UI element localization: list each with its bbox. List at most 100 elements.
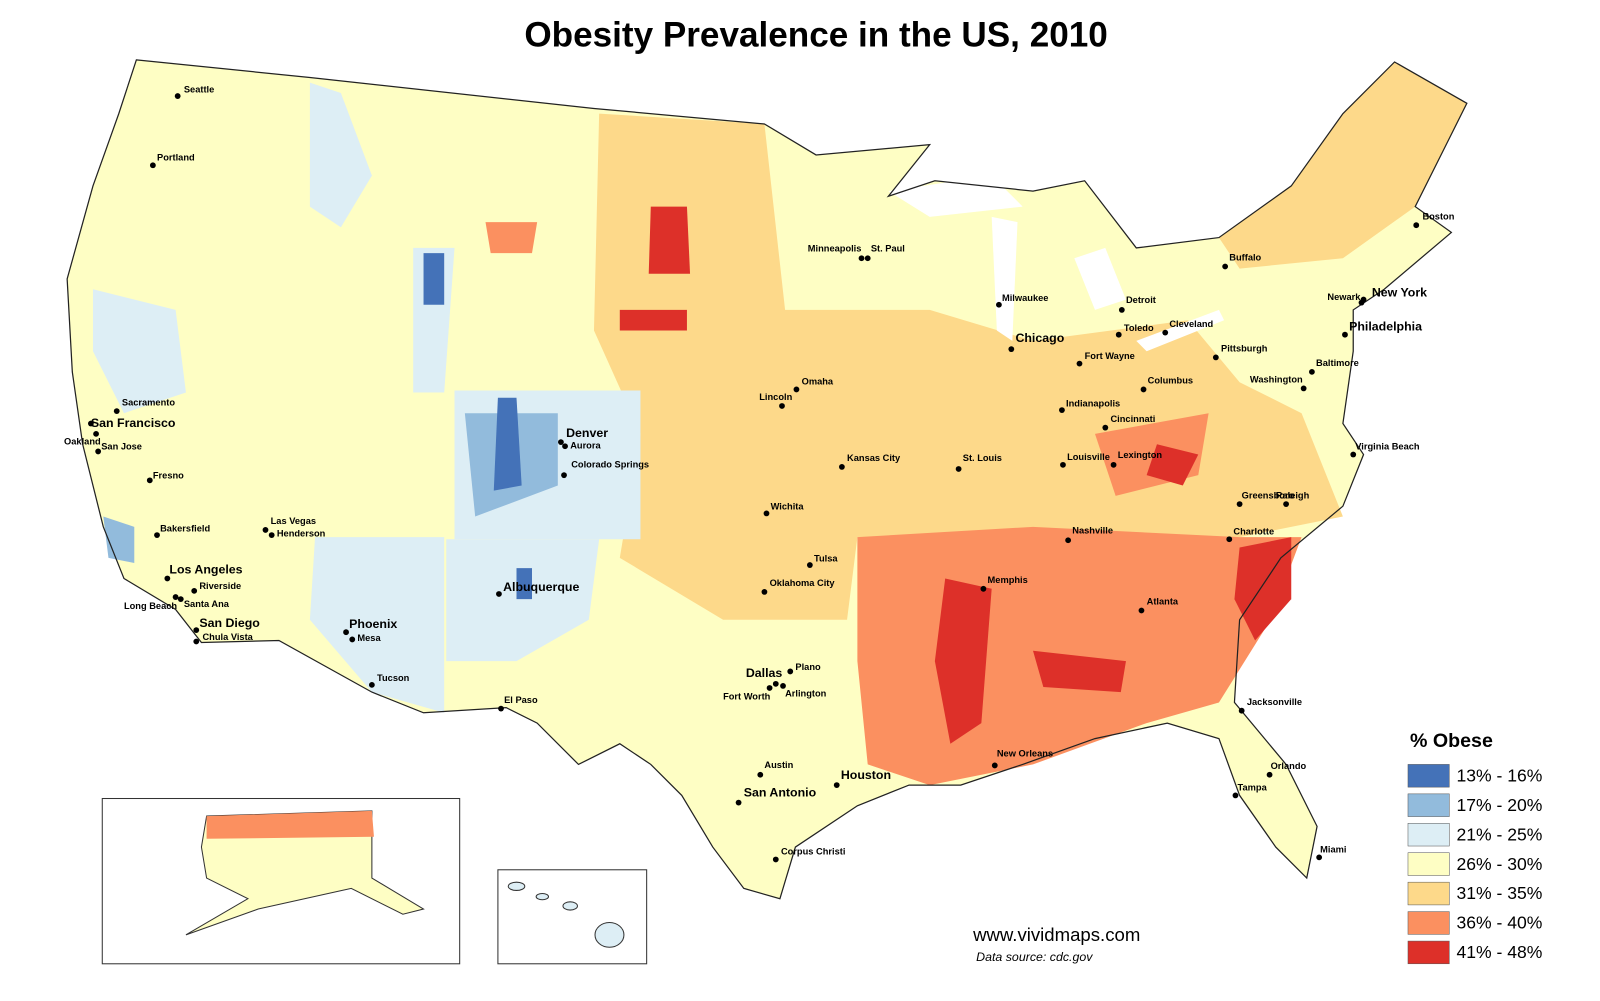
city-dot [174, 93, 181, 99]
map-title: Obesity Prevalence in the US, 2010 [524, 15, 1107, 54]
city-dot [93, 430, 99, 437]
city-dot [735, 799, 742, 806]
hawaii-island [535, 893, 550, 901]
city-dot [1350, 451, 1357, 458]
city-dot [780, 683, 786, 689]
city-dot [1358, 299, 1365, 306]
city-label: Toledo [1124, 323, 1154, 333]
city-label: Tucson [377, 673, 410, 683]
city-label: Baltimore [1316, 358, 1359, 368]
city-label: Phoenix [349, 617, 397, 631]
city-dot [1212, 354, 1219, 361]
city-dot [1076, 360, 1083, 367]
city-dot [980, 585, 987, 592]
city-dot [154, 532, 160, 538]
city-dot [343, 629, 349, 636]
legend: 13% - 16% 17% - 20% 21% - 25% 26% - 30% 31% … [1407, 764, 1543, 965]
city-dot [1102, 424, 1109, 431]
legend-label: 36% - 40% [1457, 913, 1543, 933]
city-dot [558, 439, 564, 446]
legend-swatch [1407, 911, 1450, 935]
city-label: Dallas [746, 666, 783, 680]
city-dot [1065, 537, 1072, 544]
city-dot [996, 301, 1002, 308]
city-dot [498, 705, 504, 712]
city-label: Fort Wayne [1085, 351, 1135, 361]
city-dot [164, 575, 171, 582]
city-dot [793, 386, 800, 393]
city-label: Aurora [570, 441, 601, 451]
city-label: Buffalo [1229, 253, 1261, 263]
city-dot [1342, 331, 1348, 338]
city-label: Louisville [1067, 452, 1110, 462]
city-label: Atlanta [1147, 597, 1179, 607]
city-label: Santa Ana [184, 599, 230, 609]
city-label: Chula Vista [202, 632, 253, 642]
city-label: Bakersfield [160, 523, 210, 533]
city-label: Pittsburgh [1221, 344, 1268, 354]
legend-swatch [1407, 852, 1450, 876]
city-label: Nashville [1072, 525, 1113, 535]
city-label: Memphis [988, 575, 1028, 585]
city-label: Raleigh [1276, 490, 1310, 500]
city-label: Cleveland [1169, 319, 1213, 329]
city-label: San Diego [199, 616, 260, 630]
credit: www.vividmaps.com [972, 924, 1140, 945]
lake [1074, 247, 1126, 310]
legend-label: 17% - 20% [1457, 795, 1543, 815]
city-dot [839, 464, 845, 470]
city-dot [172, 594, 179, 600]
city-label: Tampa [1238, 783, 1268, 793]
city-label: Indianapolis [1066, 398, 1120, 408]
legend-swatch [1407, 940, 1450, 965]
city-label: Fort Worth [723, 692, 771, 702]
hawaii-inset [497, 869, 648, 965]
city-label: Miami [1320, 845, 1346, 855]
alaska [185, 810, 425, 936]
city-dot [1110, 461, 1117, 468]
city-dot [146, 477, 153, 484]
region [493, 397, 522, 491]
city-dot [368, 681, 375, 688]
city-label: Detroit [1126, 295, 1156, 305]
city-label: Jacksonville [1247, 697, 1302, 707]
city-label: Newark [1327, 292, 1361, 302]
city-dot [177, 596, 184, 603]
city-label: Plano [795, 662, 821, 672]
city-label: Seattle [184, 84, 214, 94]
city-label: Milwaukee [1002, 293, 1048, 303]
legend-swatch [1407, 764, 1450, 788]
city-label: Houston [841, 768, 891, 782]
city-dot [766, 685, 773, 691]
city-dot [113, 408, 120, 415]
region [309, 82, 372, 228]
city-label: Riverside [199, 581, 241, 591]
region [309, 537, 445, 713]
city-dot [1140, 386, 1147, 393]
region [1146, 444, 1199, 486]
city-dot [349, 636, 356, 643]
cities: Seattle Portland Sacramento San Francisco Oa… [64, 84, 1455, 863]
city-dot [772, 856, 779, 863]
city-label: Chicago [1015, 331, 1064, 345]
city-label: Virginia Beach [1355, 442, 1420, 452]
city-label: St. Louis [963, 453, 1002, 463]
city-label: Lincoln [759, 392, 792, 402]
city-dot [1162, 329, 1169, 336]
legend-label: 31% - 35% [1457, 883, 1543, 903]
city-dot [1232, 792, 1239, 799]
region [446, 539, 600, 662]
city-label: Colorado Springs [571, 459, 649, 469]
city-label: New York [1372, 286, 1427, 300]
us-border [66, 59, 1468, 900]
legend-label: 41% - 48% [1457, 942, 1543, 962]
city-dot [806, 562, 813, 568]
city-label: Tulsa [814, 553, 838, 563]
city-dot [1309, 368, 1315, 375]
city-label: Portland [157, 153, 195, 163]
city-dot [1226, 536, 1233, 543]
city-label: Fresno [153, 471, 184, 481]
city-dot [95, 448, 102, 455]
city-dot [561, 472, 567, 479]
city-dot [779, 403, 785, 409]
